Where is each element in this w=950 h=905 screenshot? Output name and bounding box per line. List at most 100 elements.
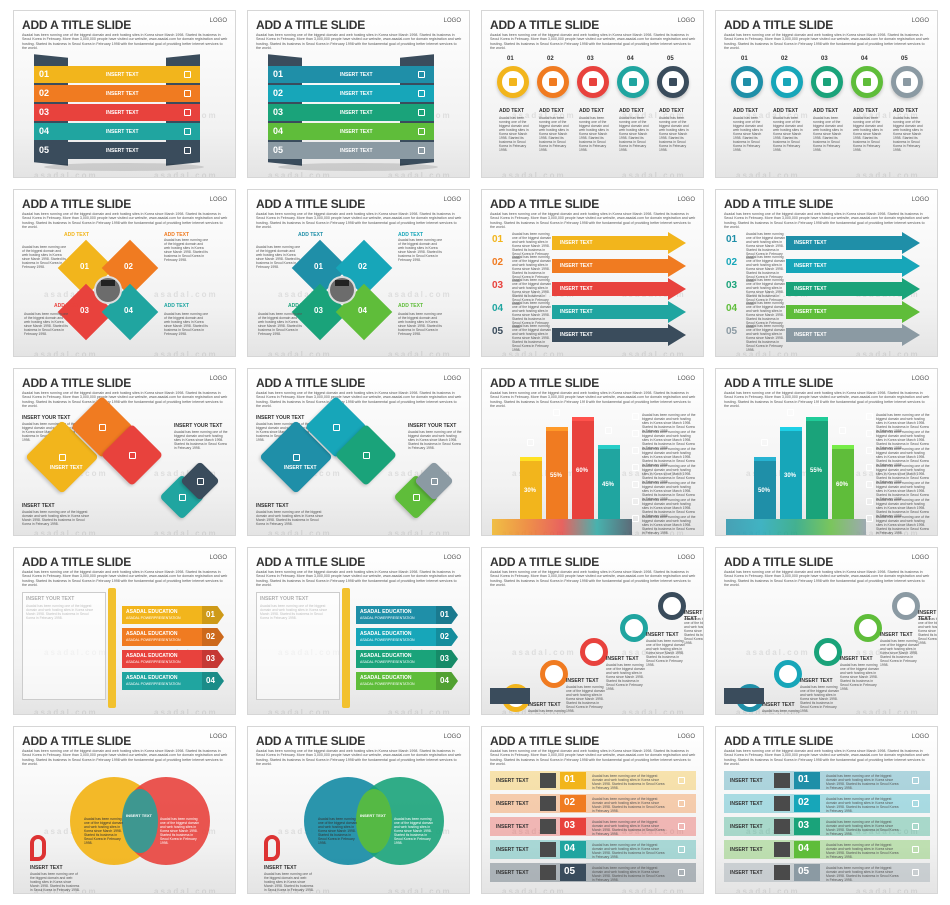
edu-subtitle: ASADAL POWERPRESENTATION [360,616,415,620]
pencil-icon [342,588,350,708]
slide-thumbnail[interactable]: ADD A TITLE SLIDE LOGO Asadal has been run… [247,189,470,357]
ribbon-cube [774,819,790,834]
bar-icon [579,399,586,406]
side-body: Asadal has been running one of the bigge… [642,498,696,518]
slide-thumbnail[interactable]: ADD A TITLE SLIDE LOGO Asadal has been run… [247,547,470,715]
arrow-body: Asadal has been running one of the bigge… [512,232,552,260]
slide-title: ADD A TITLE SLIDE [22,734,132,748]
notebook-page [256,592,340,700]
watermark: asadal.com [622,171,686,178]
ribbon-number-block [560,864,586,881]
slide-thumbnail[interactable]: ADD A TITLE SLIDE LOGO Asadal has been run… [715,10,938,178]
slide-logo: LOGO [677,18,695,24]
watermark: asadal.com [34,350,98,357]
slide-thumbnail[interactable]: ADD A TITLE SLIDE LOGO Asadal has been run… [481,547,704,715]
step-heading: ADD TEXT [893,108,918,114]
step-ring [577,66,609,98]
side-icon [866,481,873,488]
node-icon [431,478,438,485]
venn-overlap [122,789,158,853]
side-body: Asadal has been running one of the bigge… [642,481,696,501]
step-ring [537,66,569,98]
slide-thumbnail[interactable]: ADD A TITLE SLIDE LOGO Asadal has been run… [715,726,938,894]
band-label: INSERT TEXT [106,148,139,154]
arrow-head [902,232,920,254]
slide-thumbnail[interactable]: ADD A TITLE SLIDE LOGO Asadal has been run… [13,189,236,357]
edu-subtitle: ASADAL POWERPRESENTATION [126,616,181,620]
node-icon [293,454,300,461]
ribbon-cube [774,842,790,857]
bar-percent: 55% [550,473,563,479]
slide-title: ADD A TITLE SLIDE [490,555,600,569]
slide-thumbnail[interactable]: ADD A TITLE SLIDE LOGO Asadal has been run… [481,10,704,178]
bar-column [598,449,620,519]
slide-thumbnail[interactable]: ADD A TITLE SLIDE LOGO Asadal has been run… [481,368,704,536]
edu-tip [202,672,224,690]
watermark: asadal.com [388,171,452,178]
edu-title: ASADAL EDUCATION [360,631,412,637]
ring-icon [630,624,637,631]
band-label: INSERT TEXT [106,129,139,135]
bar-column [806,421,828,519]
slide-thumbnail[interactable]: ADD A TITLE SLIDE LOGO Asadal has been run… [715,368,938,536]
quadrant-number: 02 [358,262,367,271]
slide-thumbnail[interactable]: ADD A TITLE SLIDE LOGO Asadal has been run… [247,10,470,178]
slide-description: Asadal has been running one of the bigge… [490,570,696,588]
step-icon-fill [509,78,517,86]
slide-thumbnail[interactable]: ADD A TITLE SLIDE LOGO Asadal has been run… [13,368,236,536]
step-ring [771,66,803,98]
slide-thumbnail[interactable]: ADD A TITLE SLIDE LOGO Asadal has been run… [247,726,470,894]
bar-floor [726,519,866,535]
ring-heading: INSERT TEXT [918,610,937,622]
quadrant-number: 01 [80,262,89,271]
slide-thumbnail[interactable]: ADD A TITLE SLIDE LOGO Asadal has been run… [481,189,704,357]
slide-thumbnail[interactable]: ADD A TITLE SLIDE LOGO Asadal has been run… [13,547,236,715]
step-heading: ADD TEXT [853,108,878,114]
watermark: asadal.com [34,171,98,178]
arrow-body: Asadal has been running one of the bigge… [746,232,786,260]
step-heading: ADD TEXT [733,108,758,114]
chain-ring [540,660,568,688]
band-number: 02 [39,88,50,98]
quadrant-body: Asadal has been running one of the bigge… [398,312,443,336]
slide-thumbnail[interactable]: ADD A TITLE SLIDE LOGO Asadal has been run… [13,10,236,178]
slide-logo: LOGO [443,555,461,561]
ribbon-number-block [794,841,820,858]
arrow-number: 05 [492,326,504,337]
watermark: asadal.com [736,887,800,894]
ring-heading: INSERT TEXT [800,678,833,684]
slide-thumbnail[interactable]: ADD A TITLE SLIDE LOGO Asadal has been run… [247,368,470,536]
band-label: INSERT TEXT [340,129,373,135]
step-icon-fill [823,78,831,86]
watermark: asadal.com [622,529,686,536]
slide-title: ADD A TITLE SLIDE [724,197,834,211]
ribbon-icon [678,869,685,876]
slide-thumbnail[interactable]: ADD A TITLE SLIDE LOGO Asadal has been run… [13,726,236,894]
edu-tip [202,650,224,668]
slide-thumbnail[interactable]: ADD A TITLE SLIDE LOGO Asadal has been run… [715,547,938,715]
watermark: asadal.com [622,648,686,657]
arrow-number: 03 [492,280,504,291]
slide-title: ADD A TITLE SLIDE [724,18,834,32]
callout-body: Asadal has been running one of the bigge… [174,430,228,450]
ribbon-number: 01 [798,774,810,785]
slide-thumbnail[interactable]: ADD A TITLE SLIDE LOGO Asadal has been run… [715,189,938,357]
bar-top [572,417,594,421]
bar-percent: 45% [602,482,615,488]
watermark: asadal.com [268,171,332,178]
step-heading: ADD TEXT [659,108,684,114]
list-band [268,66,434,83]
question-mark-icon [30,835,46,861]
edu-tip [436,672,458,690]
venn-footer-body: Asadal has been running one of the bigge… [264,872,314,892]
arrow-shaft [552,282,670,296]
list-band [268,85,434,102]
item-icon [184,147,191,154]
slide-title: ADD A TITLE SLIDE [724,376,834,390]
slide-thumbnail[interactable]: ADD A TITLE SLIDE LOGO Asadal has been run… [481,726,704,894]
bar-column [546,431,568,519]
section-heading: INSERT YOUR TEXT [256,415,305,421]
ribbon-number: 04 [798,843,810,854]
watermark: asadal.com [154,708,218,715]
node-label: INSERT TEXT [50,465,83,471]
